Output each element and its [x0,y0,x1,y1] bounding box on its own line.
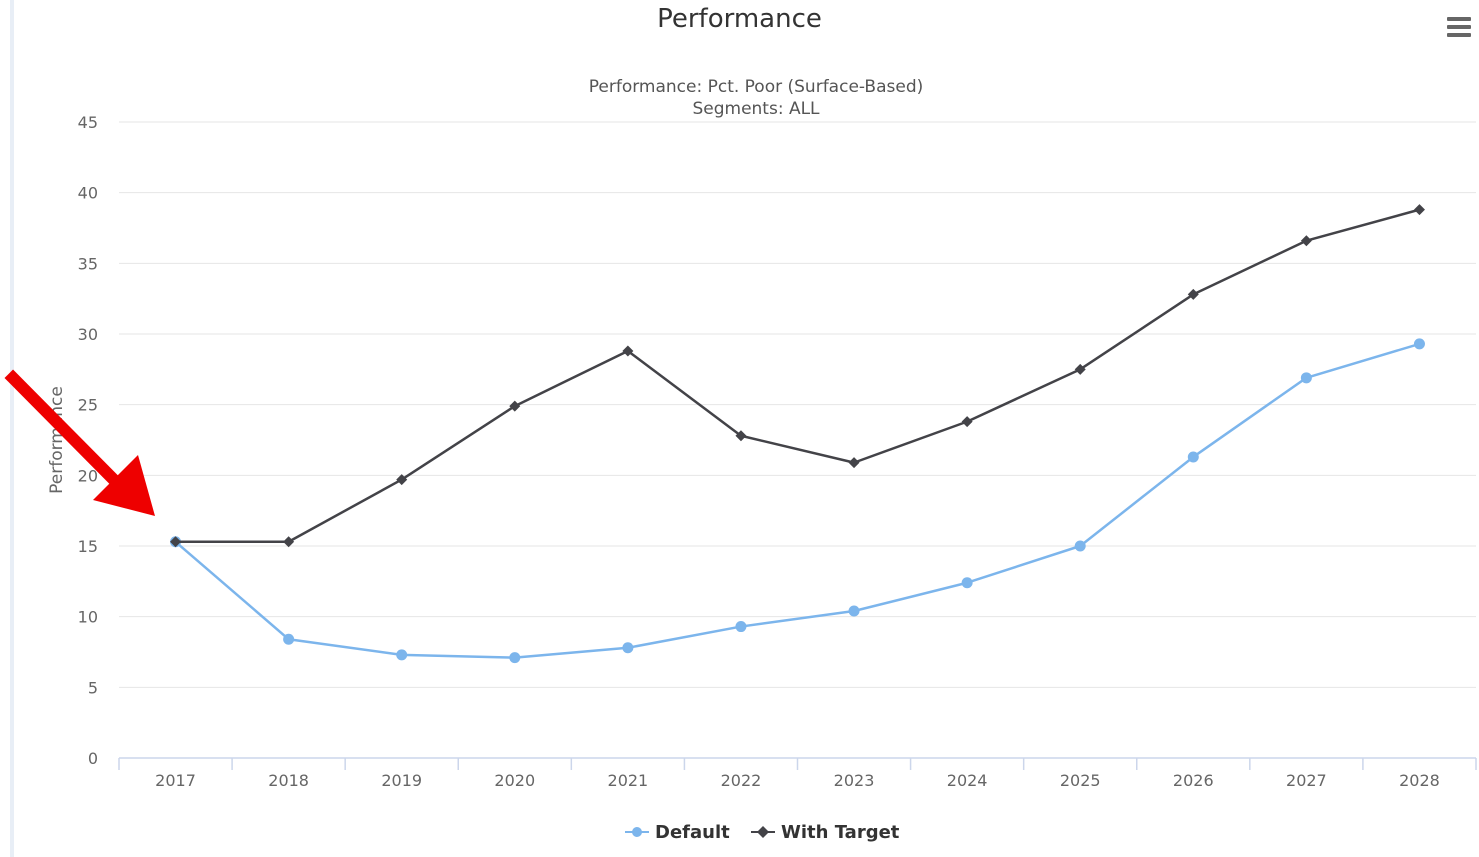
y-tick-label-10: 10 [78,608,98,627]
data-point-default-2026 [1187,451,1199,463]
legend-label-with-target: With Target [781,821,900,843]
legend-circle-marker-icon [625,827,649,837]
data-point-with-target-2018 [283,536,295,548]
data-point-default-2027 [1300,372,1312,384]
y-tick-label-40: 40 [78,184,98,203]
data-point-with-target-2025 [1074,363,1086,375]
x-tick-label-2021: 2021 [608,771,649,790]
x-tick-label-2024: 2024 [947,771,988,790]
data-point-with-target-2026 [1187,288,1199,300]
data-point-with-target-2027 [1300,235,1312,247]
annotation-arrow-head [93,455,155,516]
legend-item-default[interactable]: Default [625,820,730,844]
data-point-with-target-2017 [170,536,182,548]
series-line-with-target [175,208,1420,544]
x-tick-label-2027: 2027 [1286,771,1327,790]
legend-label-default: Default [655,821,730,843]
data-point-default-2018 [283,633,295,645]
y-axis-title: Performance [47,386,67,494]
chart-title: Performance [657,4,822,34]
data-point-default-2024 [961,577,973,589]
data-point-with-target-2023 [848,457,860,469]
data-point-default-2022 [735,621,747,633]
data-point-with-target-2024 [961,416,973,428]
y-tick-label-15: 15 [78,537,98,556]
data-point-with-target-2020 [509,400,521,412]
x-tick-label-2025: 2025 [1060,771,1101,790]
data-point-default-2021 [622,642,634,654]
x-tick-label-2017: 2017 [155,771,196,790]
legend-diamond-marker-icon [751,826,775,838]
y-tick-label-45: 45 [78,113,98,132]
y-tick-label-5: 5 [88,678,98,697]
chart-subtitle-line-2: Segments: ALL [692,99,820,119]
y-tick-label-0: 0 [88,749,98,768]
annotation-arrow-shaft [4,369,127,493]
legend-item-with-target[interactable]: With Target [751,820,899,844]
x-tick-label-2023: 2023 [834,771,875,790]
data-point-with-target-2021 [622,345,634,357]
hamburger-menu-icon[interactable] [1444,14,1474,40]
x-tick-label-2020: 2020 [494,771,535,790]
x-tick-label-2022: 2022 [721,771,762,790]
x-tick-label-2028: 2028 [1399,771,1440,790]
x-tick-label-2026: 2026 [1173,771,1214,790]
series-line-default [174,342,1420,659]
data-point-default-2023 [848,605,860,617]
y-tick-label-20: 20 [78,466,98,485]
data-point-default-2020 [509,652,521,664]
data-point-default-2028 [1413,338,1425,350]
data-point-default-2019 [396,649,408,661]
chart-subtitle-line-1: Performance: Pct. Poor (Surface-Based) [588,77,924,97]
y-tick-label-30: 30 [78,325,98,344]
data-point-with-target-2022 [735,430,747,442]
y-tick-label-35: 35 [78,254,98,273]
data-point-with-target-2019 [396,474,408,486]
data-point-default-2025 [1074,540,1086,552]
x-tick-label-2019: 2019 [381,771,422,790]
y-tick-label-25: 25 [78,396,98,415]
data-point-with-target-2028 [1413,204,1425,216]
left-border [10,0,14,857]
x-tick-label-2018: 2018 [268,771,309,790]
